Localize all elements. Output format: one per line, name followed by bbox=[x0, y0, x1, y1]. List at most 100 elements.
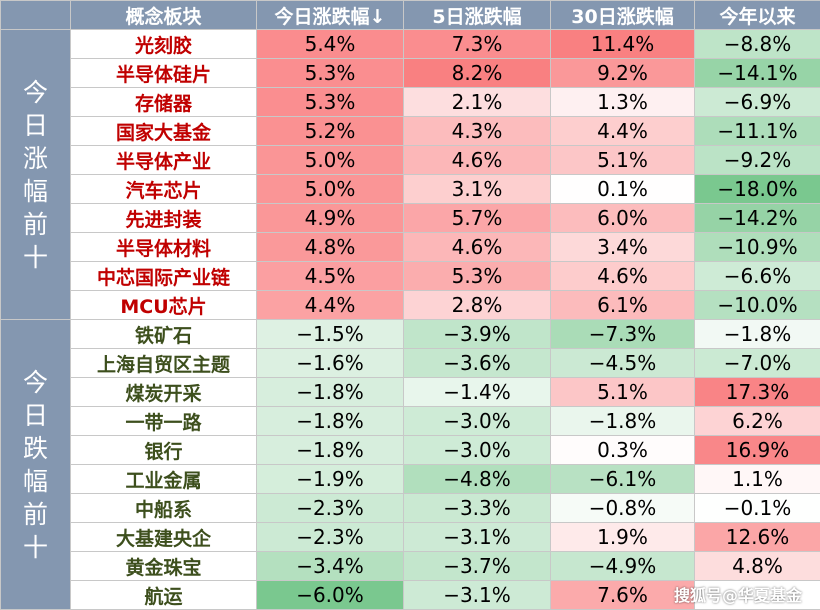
header-today-change[interactable]: 今日涨跌幅↓ bbox=[256, 0, 404, 30]
sector-name-cell: 大基建央企 bbox=[70, 522, 257, 552]
ytd-change-cell: −9.2% bbox=[694, 145, 820, 175]
today-change-cell: 5.2% bbox=[256, 116, 404, 146]
table-row: 半导体材料 4.8% 4.6% 3.4% −10.9% bbox=[1, 232, 820, 262]
30day-change-cell: −4.5% bbox=[550, 348, 695, 378]
table-row: 一带一路 −1.8% −3.0% −1.8% 6.2% bbox=[1, 406, 820, 436]
5day-change-cell: 2.1% bbox=[403, 87, 551, 117]
today-change-cell: −2.3% bbox=[256, 522, 404, 552]
ytd-change-cell: 4.8% bbox=[694, 551, 820, 581]
sector-name-cell: 银行 bbox=[70, 435, 257, 465]
5day-change-cell: 8.2% bbox=[403, 58, 551, 88]
ytd-change-cell: −1.8% bbox=[694, 319, 820, 349]
sector-name-cell: 半导体产业 bbox=[70, 145, 257, 175]
group-label-gainers: 今日涨幅前十 bbox=[0, 29, 71, 320]
30day-change-cell: 5.1% bbox=[550, 145, 695, 175]
ytd-change-cell: −11.1% bbox=[694, 116, 820, 146]
sector-name-cell: 铁矿石 bbox=[70, 319, 257, 349]
table-row: 中芯国际产业链 4.5% 5.3% 4.6% −6.6% bbox=[1, 261, 820, 291]
sector-name-cell: 中芯国际产业链 bbox=[70, 261, 257, 291]
5day-change-cell: −3.3% bbox=[403, 493, 551, 523]
5day-change-cell: −3.0% bbox=[403, 406, 551, 436]
watermark: 搜狐号@华夏基金 bbox=[673, 586, 802, 605]
30day-change-cell: 1.3% bbox=[550, 87, 695, 117]
today-change-cell: 5.3% bbox=[256, 87, 404, 117]
5day-change-cell: −3.1% bbox=[403, 580, 551, 610]
5day-change-cell: 7.3% bbox=[403, 29, 551, 59]
30day-change-cell: 7.6% bbox=[550, 580, 695, 610]
ytd-change-cell: 12.6% bbox=[694, 522, 820, 552]
today-change-cell: 4.9% bbox=[256, 203, 404, 233]
sector-name-cell: 先进封装 bbox=[70, 203, 257, 233]
today-change-cell: −1.8% bbox=[256, 435, 404, 465]
30day-change-cell: −0.8% bbox=[550, 493, 695, 523]
5day-change-cell: −3.7% bbox=[403, 551, 551, 581]
ytd-change-cell: −14.2% bbox=[694, 203, 820, 233]
today-change-cell: 5.0% bbox=[256, 145, 404, 175]
today-change-cell: −2.3% bbox=[256, 493, 404, 523]
header-row: 概念板块 今日涨跌幅↓ 5日涨跌幅 30日涨跌幅 今年以来 bbox=[0, 0, 820, 30]
header-ytd-change[interactable]: 今年以来 bbox=[694, 0, 820, 30]
5day-change-cell: 4.6% bbox=[403, 232, 551, 262]
30day-change-cell: −7.3% bbox=[550, 319, 695, 349]
table-row: 半导体硅片 5.3% 8.2% 9.2% −14.1% bbox=[1, 58, 820, 88]
ytd-change-cell: 1.1% bbox=[694, 464, 820, 494]
table-row: 煤炭开采 −1.8% −1.4% 5.1% 17.3% bbox=[1, 377, 820, 407]
sector-name-cell: 存储器 bbox=[70, 87, 257, 117]
5day-change-cell: −3.9% bbox=[403, 319, 551, 349]
5day-change-cell: 3.1% bbox=[403, 174, 551, 204]
30day-change-cell: 11.4% bbox=[550, 29, 695, 59]
table-row: MCU芯片 4.4% 2.8% 6.1% −10.0% bbox=[1, 290, 820, 320]
today-change-cell: 4.4% bbox=[256, 290, 404, 320]
5day-change-cell: 4.6% bbox=[403, 145, 551, 175]
30day-change-cell: 5.1% bbox=[550, 377, 695, 407]
30day-change-cell: 9.2% bbox=[550, 58, 695, 88]
table-row: 存储器 5.3% 2.1% 1.3% −6.9% bbox=[1, 87, 820, 117]
5day-change-cell: −3.6% bbox=[403, 348, 551, 378]
table-row: 先进封装 4.9% 5.7% 6.0% −14.2% bbox=[1, 203, 820, 233]
5day-change-cell: −3.0% bbox=[403, 435, 551, 465]
header-5day-change[interactable]: 5日涨跌幅 bbox=[403, 0, 551, 30]
table-row: 航运 −6.0% −3.1% 7.6% bbox=[1, 580, 820, 610]
30day-change-cell: 6.1% bbox=[550, 290, 695, 320]
sector-name-cell: 中船系 bbox=[70, 493, 257, 523]
today-change-cell: −6.0% bbox=[256, 580, 404, 610]
sector-name-cell: 国家大基金 bbox=[70, 116, 257, 146]
table-row: 银行 −1.8% −3.0% 0.3% 16.9% bbox=[1, 435, 820, 465]
today-change-cell: −1.5% bbox=[256, 319, 404, 349]
today-change-cell: −1.6% bbox=[256, 348, 404, 378]
table-row: 半导体产业 5.0% 4.6% 5.1% −9.2% bbox=[1, 145, 820, 175]
table-body: 今日涨幅前十 光刻胶 5.4% 7.3% 11.4% −8.8% 半导体硅片 5.3% 8.2%… bbox=[0, 29, 820, 610]
ytd-change-cell: 16.9% bbox=[694, 435, 820, 465]
5day-change-cell: 4.3% bbox=[403, 116, 551, 146]
ytd-change-cell: −6.6% bbox=[694, 261, 820, 291]
ytd-change-cell: −10.9% bbox=[694, 232, 820, 262]
sector-name-cell: 半导体材料 bbox=[70, 232, 257, 262]
header-30day-change[interactable]: 30日涨跌幅 bbox=[550, 0, 695, 30]
sector-name-cell: 半导体硅片 bbox=[70, 58, 257, 88]
today-change-cell: 4.5% bbox=[256, 261, 404, 291]
30day-change-cell: −4.9% bbox=[550, 551, 695, 581]
ytd-change-cell bbox=[694, 580, 820, 610]
today-change-cell: 5.0% bbox=[256, 174, 404, 204]
table-row: 今日跌幅前十 铁矿石 −1.5% −3.9% −7.3% −1.8% bbox=[0, 319, 820, 610]
today-change-cell: −1.8% bbox=[256, 406, 404, 436]
30day-change-cell: 6.0% bbox=[550, 203, 695, 233]
today-change-cell: −1.8% bbox=[256, 377, 404, 407]
ytd-change-cell: −0.1% bbox=[694, 493, 820, 523]
table-row: 今日涨幅前十 光刻胶 5.4% 7.3% 11.4% −8.8% bbox=[0, 29, 820, 320]
table-row: 汽车芯片 5.0% 3.1% 0.1% −18.0% bbox=[1, 174, 820, 204]
ytd-change-cell: −8.8% bbox=[694, 29, 820, 59]
group-label-losers: 今日跌幅前十 bbox=[0, 319, 71, 610]
ytd-change-cell: −10.0% bbox=[694, 290, 820, 320]
sector-name-cell: 煤炭开采 bbox=[70, 377, 257, 407]
header-sector: 概念板块 bbox=[70, 0, 257, 30]
5day-change-cell: −3.1% bbox=[403, 522, 551, 552]
table-row: 中船系 −2.3% −3.3% −0.8% −0.1% bbox=[1, 493, 820, 523]
sector-name-cell: 工业金属 bbox=[70, 464, 257, 494]
today-change-cell: −3.4% bbox=[256, 551, 404, 581]
sector-name-cell: 航运 bbox=[70, 580, 257, 610]
ytd-change-cell: −18.0% bbox=[694, 174, 820, 204]
ytd-change-cell: −6.9% bbox=[694, 87, 820, 117]
